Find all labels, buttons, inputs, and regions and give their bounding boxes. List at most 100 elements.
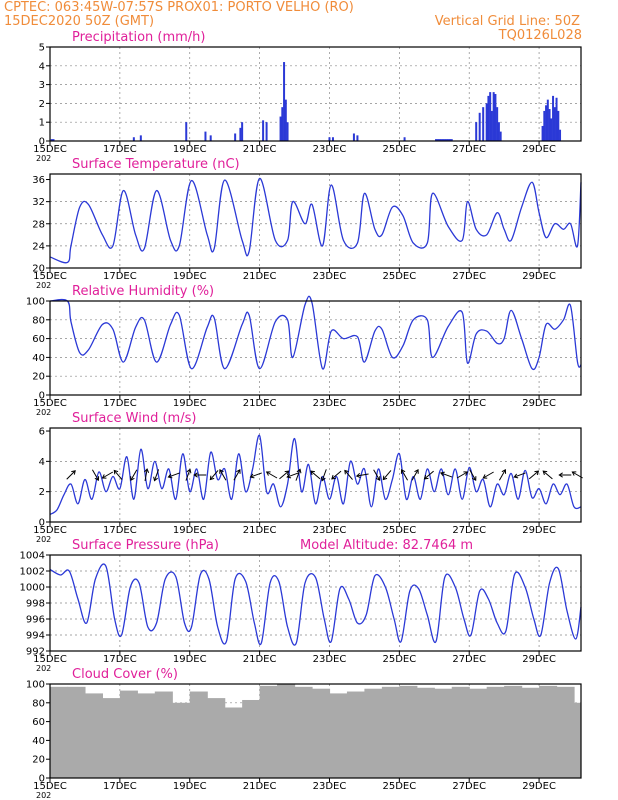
- precipitation-bar: [546, 99, 549, 141]
- y-tick-label: 80: [32, 315, 45, 326]
- precipitation-bar: [443, 139, 446, 141]
- panel-1: 0 1 2 3 4 5 15DEC 17DEC 19DEC 21DEC 23DEC 25DEC 27DE…: [33, 30, 582, 163]
- x-tick-label: 17DEC: [103, 144, 137, 155]
- x-tick-label: 19DEC: [173, 654, 207, 665]
- panel-title: Surface Wind (m/s): [72, 411, 196, 426]
- y-tick-label: 40: [32, 736, 45, 747]
- x-tick-label: 19DEC: [173, 398, 207, 409]
- y-tick-label: 100: [26, 297, 45, 308]
- y-tick-label: 2: [39, 487, 45, 498]
- cloud-cover-bar: [434, 688, 453, 778]
- precipitation-bar: [487, 95, 490, 141]
- x-tick-label: 21DEC: [243, 654, 277, 665]
- cloud-cover-bar: [346, 691, 366, 778]
- wind-arrow: [456, 471, 469, 479]
- x-year-label: 202: [36, 408, 51, 417]
- panel-5: 992 994 996 998 1000 1002 1004 15DEC 17DEC 19DEC 2…: [20, 538, 582, 673]
- wind-arrow: [295, 468, 302, 481]
- cloud-cover-bar: [242, 699, 261, 778]
- cloud-cover-bar: [574, 702, 581, 778]
- y-tick-label: 60: [32, 334, 45, 345]
- x-tick-label: 15DEC: [33, 144, 67, 155]
- precipitation-bar: [185, 122, 188, 141]
- wind-arrow: [373, 469, 381, 482]
- y-tick-label: 994: [26, 631, 45, 642]
- precipitation-bar: [438, 139, 441, 141]
- wind-arrow: [482, 471, 494, 479]
- x-tick-label: 19DEC: [173, 525, 207, 536]
- x-tick-label: 25DEC: [382, 271, 416, 282]
- panel-2: 20 24 28 32 36 15DEC 17DEC 19DEC 21DEC 23DEC 25DEC…: [32, 157, 582, 290]
- x-year-label: 202: [36, 154, 51, 163]
- x-tick-label: 17DEC: [103, 398, 137, 409]
- precipitation-bar: [284, 99, 287, 141]
- y-tick-label: 36: [32, 175, 45, 186]
- precipitation-bar: [548, 109, 551, 141]
- x-tick-label: 21DEC: [243, 398, 277, 409]
- panel-3: 0 20 40 60 80 100 15DEC 17DEC 19DEC 21DEC 23DEC 25D…: [26, 284, 582, 417]
- cloud-cover-bar: [486, 686, 505, 778]
- y-tick-label: 1000: [20, 583, 45, 594]
- wind-arrow: [310, 470, 321, 480]
- wind-arrow: [233, 468, 241, 481]
- x-year-label: 202: [36, 791, 51, 800]
- wind-arrow: [144, 468, 150, 481]
- y-tick-label: 0: [39, 137, 45, 148]
- x-tick-label: 21DEC: [243, 781, 277, 792]
- x-tick-label: 27DEC: [452, 271, 486, 282]
- panel-title: Cloud Cover (%): [72, 667, 178, 682]
- precipitation-bar: [281, 107, 284, 141]
- series-line: [49, 434, 582, 515]
- cloud-cover-bar: [416, 687, 435, 778]
- x-tick-label: 27DEC: [452, 781, 486, 792]
- wind-arrow: [542, 470, 553, 480]
- precipitation-bar: [209, 135, 212, 141]
- precipitation-bar: [442, 139, 445, 141]
- wind-arrow: [249, 472, 262, 479]
- precipitation-bar: [496, 107, 499, 141]
- x-tick-label: 25DEC: [382, 398, 416, 409]
- x-tick-label: 15DEC: [33, 271, 67, 282]
- x-tick-label: 23DEC: [313, 398, 347, 409]
- precipitation-bar: [436, 139, 439, 141]
- cloud-cover-bar: [469, 688, 488, 778]
- precipitation-bar: [403, 137, 406, 141]
- x-tick-label: 21DEC: [243, 271, 277, 282]
- x-tick-label: 25DEC: [382, 144, 416, 155]
- y-tick-label: 5: [39, 43, 45, 54]
- cloud-cover-bar: [224, 707, 243, 778]
- x-tick-label: 17DEC: [103, 781, 137, 792]
- wind-arrow: [101, 471, 114, 479]
- y-tick-label: 32: [32, 197, 45, 208]
- x-tick-label: 25DEC: [382, 781, 416, 792]
- y-tick-label: 1: [39, 118, 45, 129]
- precipitation-bar: [555, 97, 558, 141]
- y-tick-label: 4: [39, 457, 45, 468]
- cloud-cover-bar: [381, 686, 400, 778]
- wind-arrow: [193, 472, 207, 478]
- precipitation-bar: [541, 125, 544, 141]
- precipitation-bar: [550, 118, 553, 141]
- wind-arrow: [382, 470, 392, 481]
- precipitation-bar: [50, 139, 53, 141]
- y-tick-label: 100: [26, 680, 45, 691]
- wind-arrow: [286, 472, 299, 479]
- precipitation-bar: [545, 105, 548, 141]
- x-tick-label: 23DEC: [313, 781, 347, 792]
- wind-arrow: [558, 472, 572, 478]
- precipitation-bar: [262, 120, 265, 141]
- precipitation-bar: [559, 129, 562, 141]
- x-tick-label: 27DEC: [452, 398, 486, 409]
- precipitation-bar: [499, 131, 502, 141]
- precipitation-bar: [356, 135, 359, 141]
- wind-arrow: [130, 469, 138, 482]
- cloud-cover-bar: [189, 691, 208, 778]
- panel-6: 0 20 40 60 80 100 15DEC 17DEC 19DEC 21DEC 23DEC 25D…: [26, 667, 582, 800]
- y-tick-label: 0: [39, 391, 45, 402]
- wind-arrow: [320, 469, 327, 482]
- precipitation-bar: [447, 139, 450, 141]
- wind-arrow: [279, 470, 290, 480]
- precipitation-bar: [239, 127, 242, 141]
- precipitation-bar: [241, 122, 244, 141]
- y-tick-label: 6: [39, 427, 45, 438]
